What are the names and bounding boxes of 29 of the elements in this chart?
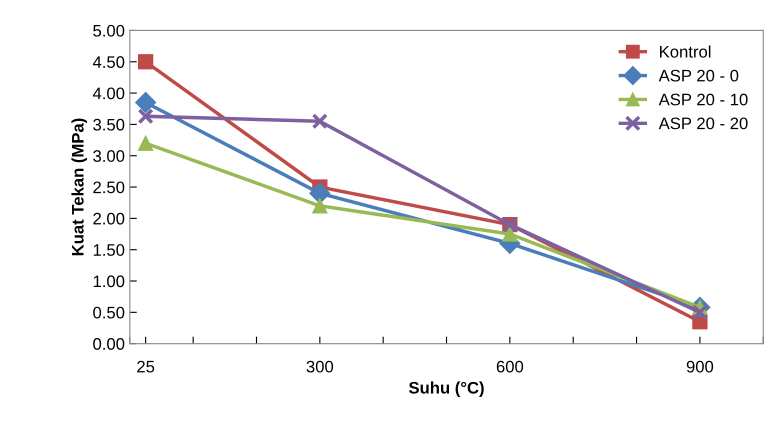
x-axis-title: Suhu (°C) (408, 381, 484, 397)
point (312, 113, 328, 130)
y-axis-title: Kuat Tekan (MPa) (71, 118, 87, 256)
y-tick-label: 3.00 (93, 150, 124, 162)
point (138, 108, 154, 124)
y-tick-label: 5.00 (93, 24, 124, 37)
x-tick-label: 900 (686, 360, 714, 373)
point (502, 226, 518, 242)
point (138, 136, 154, 151)
x-tick-label: 300 (306, 360, 334, 373)
x-tick-label: 25 (137, 360, 154, 373)
y-tick-label: 1.00 (94, 275, 124, 288)
legend-label: ASP 20 - 20 (658, 118, 748, 130)
y-tick-label: 4.00 (92, 87, 124, 100)
y-tick-label: 3.50 (93, 118, 124, 131)
y-tick-label: 2.50 (93, 181, 124, 194)
point (309, 182, 330, 204)
point (135, 92, 156, 113)
y-tick-label: 4.50 (92, 56, 124, 68)
legend-label: Kontrol (660, 45, 710, 58)
legend-label: ASP 20 - 0 (658, 70, 738, 82)
y-tick-label: 1.50 (94, 244, 124, 256)
y-tick-label: 0.00 (93, 338, 124, 350)
point (312, 198, 328, 214)
y-tick-label: 2.00 (93, 212, 124, 225)
x-tick-label: 600 (496, 360, 524, 373)
legend-label: ASP 20 - 10 (658, 94, 748, 106)
point (138, 54, 154, 70)
y-tick-label: 0.50 (93, 306, 124, 319)
